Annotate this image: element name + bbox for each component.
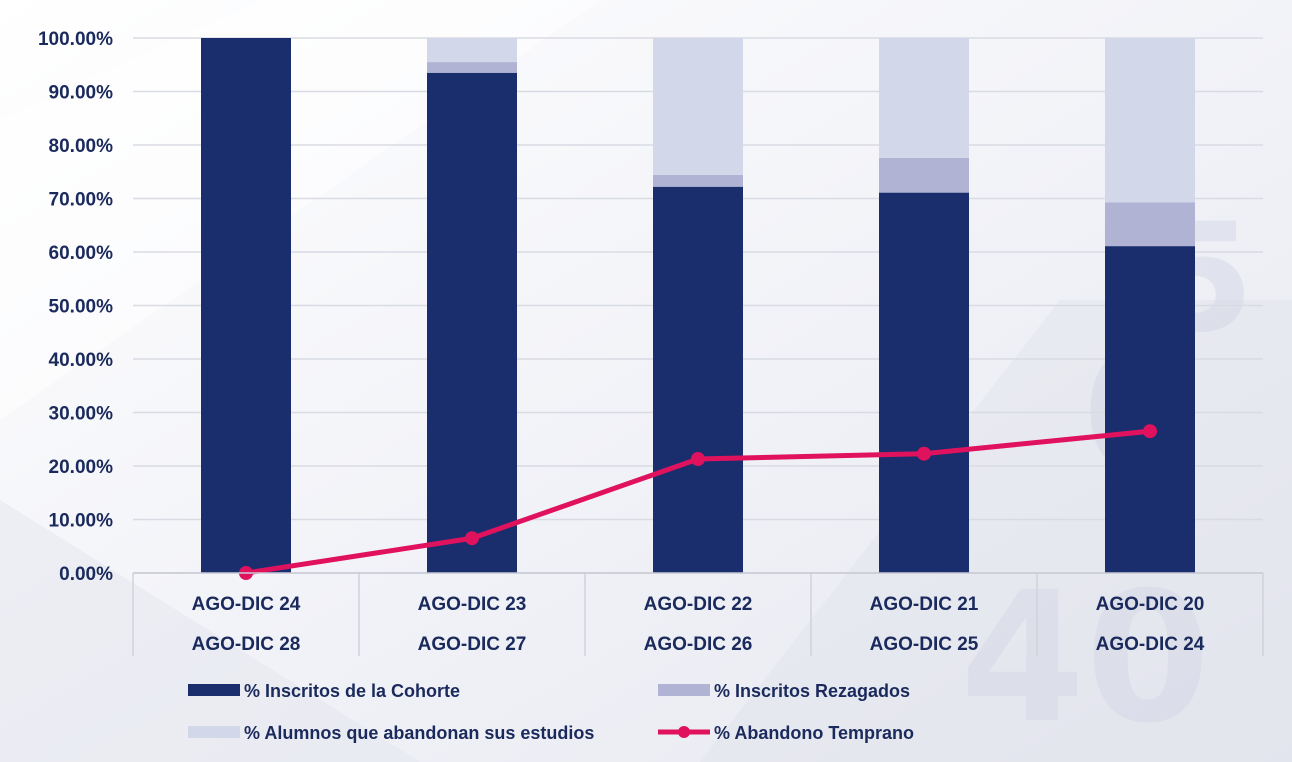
bar-segment-1 bbox=[201, 38, 291, 573]
bar-segment-1 bbox=[653, 186, 743, 574]
legend-swatch bbox=[188, 684, 240, 696]
bar-segment-1 bbox=[879, 192, 969, 574]
line-point bbox=[917, 446, 931, 461]
bar-segment-1 bbox=[1105, 246, 1195, 574]
y-tick-label: 60.00% bbox=[49, 243, 114, 264]
y-tick-label: 0.00% bbox=[59, 564, 113, 585]
line-point bbox=[1143, 424, 1157, 439]
bar-segment-3 bbox=[653, 38, 743, 175]
bar-segment-2 bbox=[879, 157, 969, 193]
x-tick-label: AGO-DIC 26 bbox=[644, 634, 753, 655]
x-tick-label: AGO-DIC 22 bbox=[644, 594, 753, 615]
x-tick-label: AGO-DIC 21 bbox=[870, 594, 979, 615]
y-tick-label: 30.00% bbox=[49, 404, 114, 425]
bar-segment-3 bbox=[427, 38, 517, 63]
legend: % Inscritos de la Cohorte % Inscritos Rez… bbox=[188, 681, 914, 743]
x-tick-label: AGO-DIC 28 bbox=[192, 634, 301, 655]
x-tick-label: AGO-DIC 25 bbox=[870, 634, 979, 655]
line-point bbox=[691, 452, 705, 467]
bar-segment-3 bbox=[879, 38, 969, 158]
y-tick-label: 40.00% bbox=[49, 350, 114, 371]
x-tick-label: AGO-DIC 23 bbox=[418, 594, 527, 615]
bar-segment-3 bbox=[1105, 38, 1195, 203]
legend-label: % Alumnos que abandonan sus estudios bbox=[244, 723, 594, 743]
bar-segment-2 bbox=[1105, 202, 1195, 247]
legend-label: % Inscritos Rezagados bbox=[714, 681, 910, 701]
legend-swatch bbox=[188, 726, 240, 738]
x-tick-label: AGO-DIC 24 bbox=[192, 594, 301, 615]
y-tick-label: 90.00% bbox=[49, 83, 114, 104]
y-tick-label: 80.00% bbox=[49, 136, 114, 157]
y-tick-label: 70.00% bbox=[49, 190, 114, 211]
legend-label: % Abandono Temprano bbox=[714, 723, 914, 743]
line-point bbox=[465, 531, 479, 546]
x-axis: AGO-DIC 24 AGO-DIC 28 AGO-DIC 23 AGO-DIC 27… bbox=[132, 572, 1264, 656]
y-axis: 0.00% 10.00% 20.00% 30.00% 40.00% 50.00% 60.00… bbox=[38, 29, 113, 585]
bar-segment-2 bbox=[427, 62, 517, 73]
legend-swatch bbox=[658, 684, 710, 696]
bar-segment-2 bbox=[653, 174, 743, 187]
y-tick-label: 10.00% bbox=[49, 511, 114, 532]
svg-text:40: 40 bbox=[960, 554, 1211, 762]
bar-segment-1 bbox=[427, 72, 517, 574]
legend-swatch-marker bbox=[678, 726, 690, 738]
x-tick-label: AGO-DIC 20 bbox=[1096, 594, 1205, 615]
y-tick-label: 100.00% bbox=[38, 29, 113, 50]
x-tick-label: AGO-DIC 27 bbox=[418, 634, 527, 655]
legend-label: % Inscritos de la Cohorte bbox=[244, 681, 460, 701]
bars bbox=[201, 38, 1195, 574]
x-tick-label: AGO-DIC 24 bbox=[1096, 634, 1205, 655]
y-tick-label: 20.00% bbox=[49, 457, 114, 478]
y-tick-label: 50.00% bbox=[49, 297, 114, 318]
